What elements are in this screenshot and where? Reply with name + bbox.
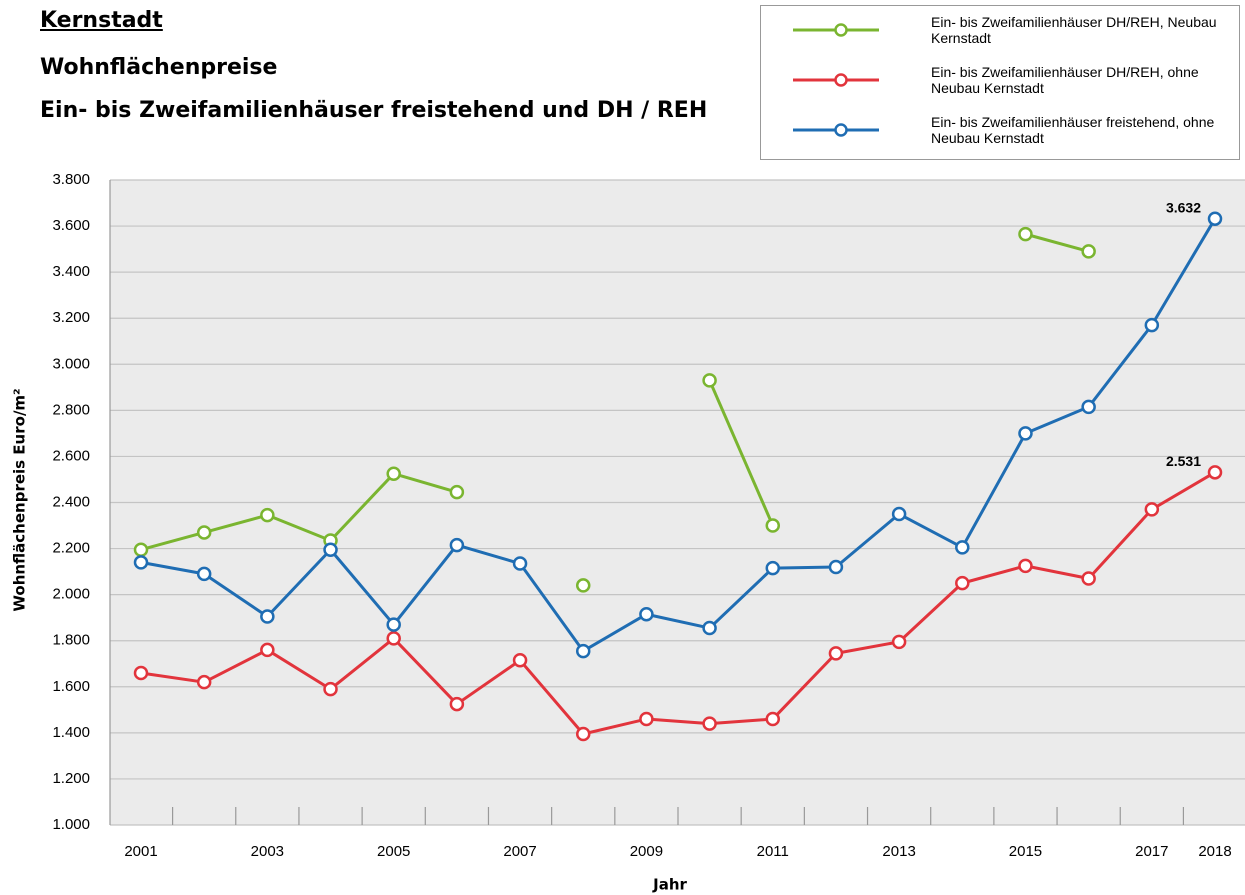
data-point [133,665,149,681]
data-point [449,537,465,553]
data-point [1081,399,1096,415]
data-label: 3.632 [1166,199,1201,215]
data-point [575,726,591,742]
data-point [260,507,275,523]
y-tick-label: 1.800 [52,632,90,649]
y-tick-label: 3.000 [52,355,90,372]
y-tick-label: 2.200 [52,540,90,557]
y-tick-label: 1.200 [52,770,90,787]
y-tick-label: 1.600 [52,678,90,695]
legend-swatch [793,123,879,137]
title: Kernstadt [40,8,163,33]
legend-marker [834,123,848,137]
y-tick-label: 1.400 [52,724,90,741]
x-tick-label: 2003 [251,843,284,860]
legend-item: Ein- bis Zweifamilienhäuser freistehend,… [761,114,1231,159]
series-line [140,472,458,552]
series-line [140,217,1217,653]
legend-item: Ein- bis Zweifamilienhäuser DH/REH, ohne… [761,64,1231,109]
x-tick-label: 2007 [503,843,536,860]
x-tick-label: 2009 [630,843,663,860]
series-line [140,471,1216,736]
data-point [575,578,591,593]
data-point [386,617,401,632]
legend-label: Ein- bis Zweifamilienhäuser freistehend,… [931,114,1215,146]
data-point [323,681,338,697]
data-point [702,716,717,731]
data-point [196,566,212,582]
data-point [133,542,149,557]
x-tick-label: 2018 [1198,843,1231,860]
data-point [891,506,907,522]
data-point [323,542,338,557]
y-tick-label: 2.600 [52,447,90,464]
y-tick-label: 3.200 [52,309,90,326]
data-point [133,555,149,570]
data-point [512,556,528,571]
x-tick-label: 2011 [757,843,789,860]
data-point [1018,226,1033,242]
x-tick-label: 2005 [377,843,410,860]
data-point [828,646,844,661]
x-tick-label: 2017 [1135,843,1168,860]
data-point [1018,558,1033,574]
data-point [765,560,781,576]
legend-marker [834,23,848,37]
data-point [765,711,781,727]
x-tick-label: 2015 [1009,843,1042,860]
x-tick-label: 2013 [882,843,915,860]
data-point [891,634,907,650]
data-point [828,559,844,575]
data-point [1081,244,1096,259]
data-point [702,620,717,636]
legend-marker [834,73,848,87]
data-point [512,653,528,668]
legend-swatch [793,23,879,37]
y-tick-label: 1.000 [52,816,90,833]
data-point [1018,426,1033,441]
series-line [1025,232,1090,253]
y-tick-label: 2.000 [52,586,90,603]
legend-swatch [793,73,879,87]
data-point [449,696,465,712]
y-tick-label: 3.600 [52,217,90,234]
data-point [260,642,275,658]
data-point [196,674,212,690]
data-point [702,373,717,388]
y-tick-label: 3.800 [52,171,90,188]
data-point [639,606,654,622]
data-point [1144,317,1160,333]
subtitle: Wohnflächenpreise [40,55,278,80]
data-label: 2.531 [1166,453,1201,469]
data-point [1144,502,1160,517]
legend-label: Ein- bis Zweifamilienhäuser DH/REH, ohne… [931,64,1199,96]
data-point [639,711,654,727]
data-point [449,484,465,500]
subtitle: Ein- bis Zweifamilienhäuser freistehend … [40,98,708,123]
data-point [1207,465,1223,480]
legend-item: Ein- bis Zweifamilienhäuser DH/REH, Neub… [761,14,1231,59]
data-point [260,609,275,624]
data-point [955,540,970,555]
data-point [575,643,591,659]
data-point [765,518,781,533]
y-tick-label: 2.400 [52,493,90,510]
data-point [386,631,401,646]
y-axis-label: Wohnflächenpreis Euro/m² [11,388,29,611]
data-point [1081,571,1096,586]
y-tick-label: 2.800 [52,401,90,418]
x-tick-label: 2001 [124,843,157,860]
legend: Ein- bis Zweifamilienhäuser DH/REH, Neub… [760,5,1240,160]
data-point [196,525,212,540]
legend-label: Ein- bis Zweifamilienhäuser DH/REH, Neub… [931,14,1217,46]
series-line [708,379,775,527]
x-axis-label: Jahr [652,876,687,894]
y-tick-label: 3.400 [52,263,90,280]
data-point [1207,211,1223,226]
data-point [955,575,970,591]
data-point [386,466,401,481]
